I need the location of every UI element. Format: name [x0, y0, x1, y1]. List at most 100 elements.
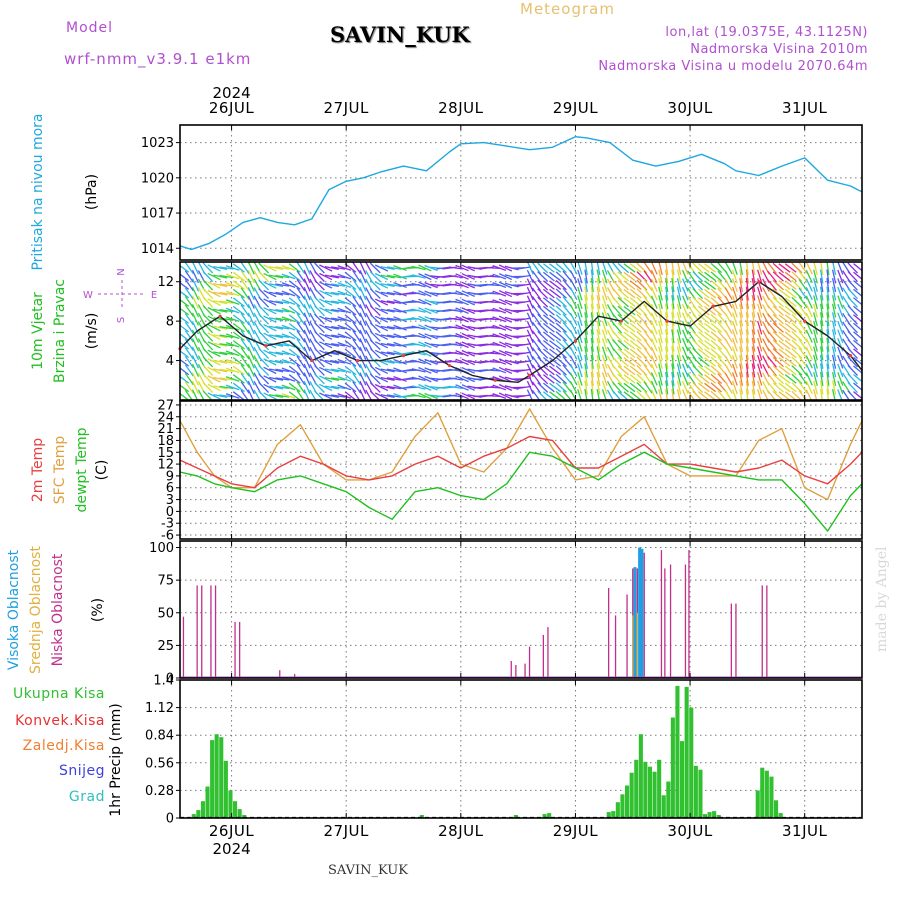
wind-barb — [247, 312, 255, 326]
year-label-bottom: 2024 — [212, 840, 250, 858]
wind-barb — [643, 278, 653, 292]
wind-barb — [596, 363, 601, 378]
wind-barb — [772, 262, 784, 274]
precip-bar — [764, 770, 769, 818]
wind-barb — [710, 314, 723, 325]
wind-barb — [584, 337, 588, 352]
precip-bar — [647, 766, 652, 818]
wind-barb — [232, 314, 245, 324]
precip-bar — [629, 772, 634, 818]
wind-barb — [380, 291, 395, 296]
compass-w: W — [83, 290, 93, 301]
wind-barb — [837, 389, 843, 400]
wind-barb — [411, 282, 426, 288]
wind-barb — [731, 269, 738, 284]
wind-barb — [767, 330, 778, 343]
wind-barb — [643, 347, 653, 360]
wind-barb — [629, 331, 642, 342]
ytick-label-pressure: 1017 — [141, 207, 174, 222]
wind-barb — [232, 263, 245, 273]
wind-barb — [636, 339, 648, 351]
wind-barb — [569, 346, 578, 360]
ytick-label-temperature: 0 — [166, 505, 174, 520]
wind-barb — [772, 390, 784, 400]
wind-barb — [448, 368, 463, 373]
wind-barb — [745, 363, 749, 378]
wind-barb — [258, 347, 270, 359]
wind-barb — [739, 286, 744, 301]
wind-barb — [671, 278, 675, 293]
wind-barb — [461, 281, 475, 289]
wind-barb — [498, 341, 513, 349]
wind-barb — [826, 337, 830, 352]
day-label-bottom: 30JUL — [667, 822, 712, 840]
wind-barb — [692, 330, 704, 342]
wind-barb — [319, 315, 333, 323]
wind-barb — [772, 314, 784, 325]
wind-barb — [784, 339, 797, 350]
wind-barb — [676, 389, 681, 400]
temp-2m-line — [180, 435, 862, 489]
wind-barb — [269, 291, 284, 296]
wind-barb — [650, 278, 658, 292]
wind-barb — [643, 262, 653, 275]
wind-barb — [418, 341, 432, 349]
wind-barb — [537, 373, 549, 385]
wind-barb — [643, 364, 653, 377]
wind-barb — [805, 355, 813, 369]
wind-barb — [831, 303, 837, 318]
wind-barb — [455, 341, 469, 349]
wind-barb — [617, 339, 630, 350]
wind-barb — [359, 321, 367, 335]
wind-barb — [778, 340, 791, 350]
wind-barb — [665, 269, 669, 284]
wind-gust-point — [401, 354, 406, 358]
wind-barb — [853, 305, 862, 315]
wind-barb — [461, 392, 475, 400]
wind-barb — [225, 282, 240, 288]
wind-barb — [772, 356, 784, 368]
wind-barb — [225, 341, 240, 348]
wind-barb — [791, 279, 803, 291]
wind-barb — [751, 380, 756, 395]
wind-barb — [542, 271, 555, 282]
wind-barb — [281, 290, 296, 297]
wind-barb — [418, 273, 432, 281]
wind-barb — [820, 262, 824, 276]
wind-barb — [263, 358, 277, 366]
wind-barb — [232, 271, 245, 282]
wind-barb — [671, 295, 675, 310]
wind-barb — [180, 384, 190, 393]
wind-barb — [798, 287, 808, 300]
wind-barb — [232, 365, 245, 376]
wind-barb — [180, 281, 190, 290]
wind-barb — [745, 278, 749, 293]
ytick-label-temperature: 15 — [157, 446, 174, 461]
cloud-bar-0 — [279, 670, 281, 678]
wind-barb — [455, 375, 469, 383]
cloud-bar-1 — [636, 612, 638, 678]
wind-barb — [692, 305, 704, 317]
wind-barb — [411, 308, 426, 313]
wind-barb — [303, 278, 311, 292]
wind-barb — [682, 355, 689, 369]
ytick-label-temperature: 27 — [157, 398, 174, 413]
wind-barb — [542, 297, 555, 308]
wind-barb — [772, 373, 784, 385]
wind-barb — [798, 262, 808, 274]
wind-barb — [549, 305, 562, 316]
wind-barb — [517, 385, 532, 390]
wind-barb — [374, 307, 389, 315]
wind-barb — [303, 389, 310, 400]
wind-barb — [731, 380, 738, 395]
wind-barb — [324, 308, 339, 313]
wind-barb — [386, 385, 401, 390]
precip-bar — [611, 811, 616, 818]
wind-barb — [643, 270, 653, 283]
wind-gust-point — [665, 319, 669, 323]
wind-barb — [225, 307, 240, 314]
wind-barb — [448, 283, 463, 287]
wind-barb — [473, 309, 488, 312]
wind-barb — [658, 354, 663, 369]
wind-barb — [197, 389, 205, 400]
